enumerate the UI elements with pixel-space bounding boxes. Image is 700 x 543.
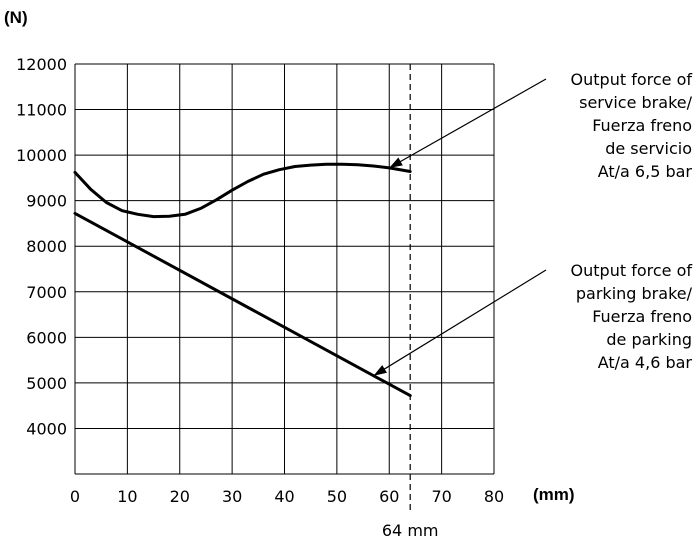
x-tick-label: 30 xyxy=(222,487,242,506)
arrowhead xyxy=(389,157,403,168)
x-tick-label: 50 xyxy=(327,487,347,506)
annotation-line: de parking xyxy=(606,330,692,349)
series-line-parking xyxy=(73,211,412,398)
annotation-line: Output force of xyxy=(571,261,693,280)
annotation-line: Fuerza freno xyxy=(592,116,692,135)
annotation-pointer xyxy=(373,269,547,377)
annotation-line: Fuerza freno xyxy=(592,307,692,326)
arrowhead xyxy=(373,365,387,376)
annotation-line: Output force of xyxy=(571,70,693,89)
x-tick-label: 10 xyxy=(117,487,137,506)
y-tick-label: 6000 xyxy=(26,328,67,347)
series-line-service xyxy=(73,162,412,219)
y-tick-label: 7000 xyxy=(26,283,67,302)
x-tick-label: 70 xyxy=(431,487,451,506)
y-tick-label: 11000 xyxy=(16,101,67,120)
reference-marker: 64 mm xyxy=(382,64,439,540)
tick-labels: 0 10 20 30 40 50 60 70 80 4000 5000 6000 7000 8000 900… xyxy=(16,55,504,506)
x-tick-label: 20 xyxy=(170,487,190,506)
annotation-parking: Output force of parking brake/Fuerza fren… xyxy=(373,261,693,377)
annotations: Output force of service brake/Fuerza fren… xyxy=(373,70,693,377)
y-unit-label: (N) xyxy=(4,8,28,27)
annotation-pointer xyxy=(388,78,547,169)
x-unit-label: (mm) xyxy=(533,485,575,504)
x-tick-label: 0 xyxy=(70,487,80,506)
x-tick-label: 80 xyxy=(484,487,504,506)
y-tick-label: 10000 xyxy=(16,146,67,165)
annotation-line: At/a 6,5 bar xyxy=(598,162,693,181)
series xyxy=(73,162,412,398)
grid xyxy=(74,63,495,475)
annotation-line: parking brake/ xyxy=(576,284,693,303)
annotation-line: At/a 4,6 bar xyxy=(598,353,693,372)
annotation-line: service brake/ xyxy=(579,93,692,112)
x-tick-label: 60 xyxy=(379,487,399,506)
y-tick-label: 12000 xyxy=(16,55,67,74)
annotation-service: Output force of service brake/Fuerza fren… xyxy=(388,70,693,181)
marker-label: 64 mm xyxy=(382,521,439,540)
annotation-line: de servicio xyxy=(605,139,692,158)
y-tick-label: 9000 xyxy=(26,192,67,211)
y-tick-label: 8000 xyxy=(26,237,67,256)
y-tick-label: 4000 xyxy=(26,419,67,438)
x-tick-label: 40 xyxy=(274,487,294,506)
y-tick-label: 5000 xyxy=(26,374,67,393)
